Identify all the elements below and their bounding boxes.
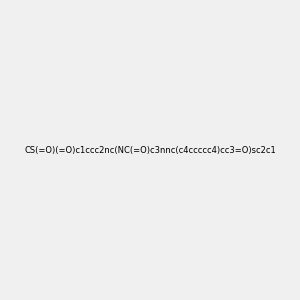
Text: CS(=O)(=O)c1ccc2nc(NC(=O)c3nnc(c4ccccc4)cc3=O)sc2c1: CS(=O)(=O)c1ccc2nc(NC(=O)c3nnc(c4ccccc4)… (24, 146, 276, 154)
